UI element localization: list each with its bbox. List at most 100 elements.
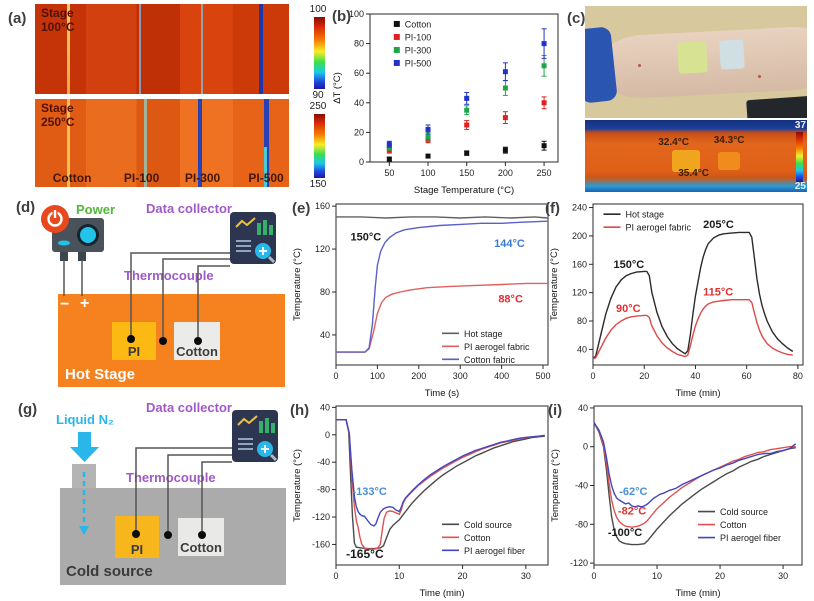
pi-label: PI <box>127 344 141 359</box>
svg-text:0: 0 <box>325 430 330 440</box>
svg-text:20: 20 <box>458 571 468 581</box>
power-button-icon <box>40 204 70 239</box>
thermal-image-250c: Stage 250°C Cotton PI-100 PI-300 PI-500 <box>35 99 289 187</box>
svg-text:Hot stage: Hot stage <box>464 329 503 339</box>
panel-i-tag: (i) <box>548 402 563 419</box>
svg-text:-133°C: -133°C <box>352 486 386 498</box>
svg-text:-62°C: -62°C <box>619 486 647 498</box>
svg-text:90°C: 90°C <box>616 303 641 315</box>
svg-text:Time (min): Time (min) <box>675 388 720 399</box>
svg-text:400: 400 <box>494 371 509 381</box>
panel-d: (d) Power Data collector <box>8 196 290 398</box>
dark-object <box>746 95 807 118</box>
svg-text:Cotton: Cotton <box>464 533 491 543</box>
data-collector-label: Data collector <box>146 201 232 216</box>
svg-text:40: 40 <box>690 371 700 381</box>
pi-fabric-patch <box>677 41 708 74</box>
panel-a-tag: (a) <box>8 10 27 27</box>
data-collector-icon <box>232 410 278 467</box>
panel-b-tag: (b) <box>332 8 352 25</box>
svg-text:-160: -160 <box>312 539 330 549</box>
cotton-sample-block: Cotton <box>178 518 224 556</box>
colorbar-max-label: 37 <box>794 120 806 131</box>
cotton-sample-block: Cotton <box>174 322 220 360</box>
panel-d-tag: (d) <box>16 199 36 216</box>
svg-text:88°C: 88°C <box>498 294 523 306</box>
svg-text:60: 60 <box>354 68 364 78</box>
liquid-n2-arrow-icon <box>70 432 99 462</box>
cotton-fiber-line <box>66 99 70 187</box>
svg-text:0: 0 <box>591 571 596 581</box>
svg-text:Temperature (°C): Temperature (°C) <box>292 248 303 321</box>
skin-temperature-reading: 35.4°C <box>678 167 709 179</box>
svg-text:80: 80 <box>320 287 330 297</box>
svg-text:Temperature (°C): Temperature (°C) <box>550 449 561 522</box>
svg-text:Cold source: Cold source <box>464 520 512 530</box>
panel-e: (e) 0 100 200 300 400 500 40 80 120 160 Time (s) Te… <box>290 196 558 401</box>
panel-c-tag: (c) <box>567 10 586 27</box>
colorbar-min-label: 90 <box>312 90 324 101</box>
svg-text:10: 10 <box>394 571 404 581</box>
cotton-temperature-reading: 34.3°C <box>713 135 745 147</box>
svg-text:40: 40 <box>578 403 588 413</box>
svg-text:-165°C: -165°C <box>346 547 384 561</box>
pi-sample-block: PI <box>115 516 159 558</box>
svg-text:100: 100 <box>349 9 364 19</box>
sample-label-cotton: Cotton <box>52 171 92 185</box>
pi-500-fiber-cool-segment <box>264 147 268 187</box>
svg-text:120: 120 <box>572 288 587 298</box>
svg-text:-80: -80 <box>575 519 588 529</box>
panel-h-tag: (h) <box>290 402 310 419</box>
svg-text:150°C: 150°C <box>350 231 381 243</box>
pi-300-fiber-line <box>197 99 202 187</box>
svg-text:20: 20 <box>354 127 364 137</box>
svg-text:0: 0 <box>333 371 338 381</box>
svg-text:300: 300 <box>453 371 468 381</box>
svg-text:Temperature (°C): Temperature (°C) <box>549 248 560 321</box>
svg-text:250: 250 <box>537 168 552 178</box>
svg-text:160: 160 <box>315 201 330 211</box>
arm-photo <box>585 6 807 118</box>
svg-text:Stage Temperature (°C): Stage Temperature (°C) <box>414 185 514 196</box>
svg-text:0: 0 <box>590 371 595 381</box>
svg-text:PI aerogel fiber: PI aerogel fiber <box>720 533 781 543</box>
pi-500-fiber-line <box>263 99 269 187</box>
panel-g: (g) Liquid N₂ Data collector Thermocoupl… <box>8 398 290 601</box>
cooling-response-chart-2: 0 10 20 30 -120 -80 -40 0 40 Time (min) Temperatur… <box>550 403 803 599</box>
svg-text:100: 100 <box>421 168 436 178</box>
skin-mark <box>638 64 642 68</box>
svg-text:-120: -120 <box>570 558 588 568</box>
arm-thermal-image: 32.4°C 34.3°C 35.4°C 37 25 <box>585 120 807 192</box>
svg-text:30: 30 <box>778 571 788 581</box>
svg-text:Hot stage: Hot stage <box>626 210 665 220</box>
panel-f-tag: (f) <box>545 200 560 217</box>
power-label: Power <box>76 202 116 217</box>
svg-text:Time (min): Time (min) <box>675 588 720 599</box>
svg-text:Time (min): Time (min) <box>419 588 464 599</box>
svg-text:Cotton: Cotton <box>720 520 747 530</box>
cold-source-label: Cold source <box>66 563 153 580</box>
svg-text:120: 120 <box>315 244 330 254</box>
svg-text:40: 40 <box>354 98 364 108</box>
svg-text:60: 60 <box>742 371 752 381</box>
svg-text:500: 500 <box>536 371 551 381</box>
svg-text:-82°C: -82°C <box>618 506 646 518</box>
svg-text:Time (s): Time (s) <box>425 388 459 399</box>
svg-text:Cotton fabric: Cotton fabric <box>464 355 516 365</box>
stage-100c-label: Stage 100°C <box>41 6 75 34</box>
blue-sleeve <box>585 26 618 104</box>
svg-text:-100°C: -100°C <box>608 527 642 539</box>
panel-i: (i) 0 10 20 30 -120 -80 -40 0 40 Time (min) Temper… <box>548 398 812 601</box>
pi-label: PI <box>130 542 144 557</box>
svg-text:Cold source: Cold source <box>720 507 768 517</box>
panel-a: (a) Stage 100°C Stage 250°C Cotton PI-10… <box>8 2 330 195</box>
panel-b: (b) 50 100 150 200 250 0 20 40 60 80 100 Stage Temp… <box>330 2 566 198</box>
colorbar-min-label: 150 <box>309 179 327 190</box>
skin-mark <box>758 75 762 79</box>
colorbar-250c <box>314 114 325 178</box>
panel-g-tag: (g) <box>18 401 38 418</box>
cotton-patch-thermal <box>718 151 741 171</box>
svg-text:150: 150 <box>459 168 474 178</box>
sample-label-pi300: PI-300 <box>184 171 221 185</box>
